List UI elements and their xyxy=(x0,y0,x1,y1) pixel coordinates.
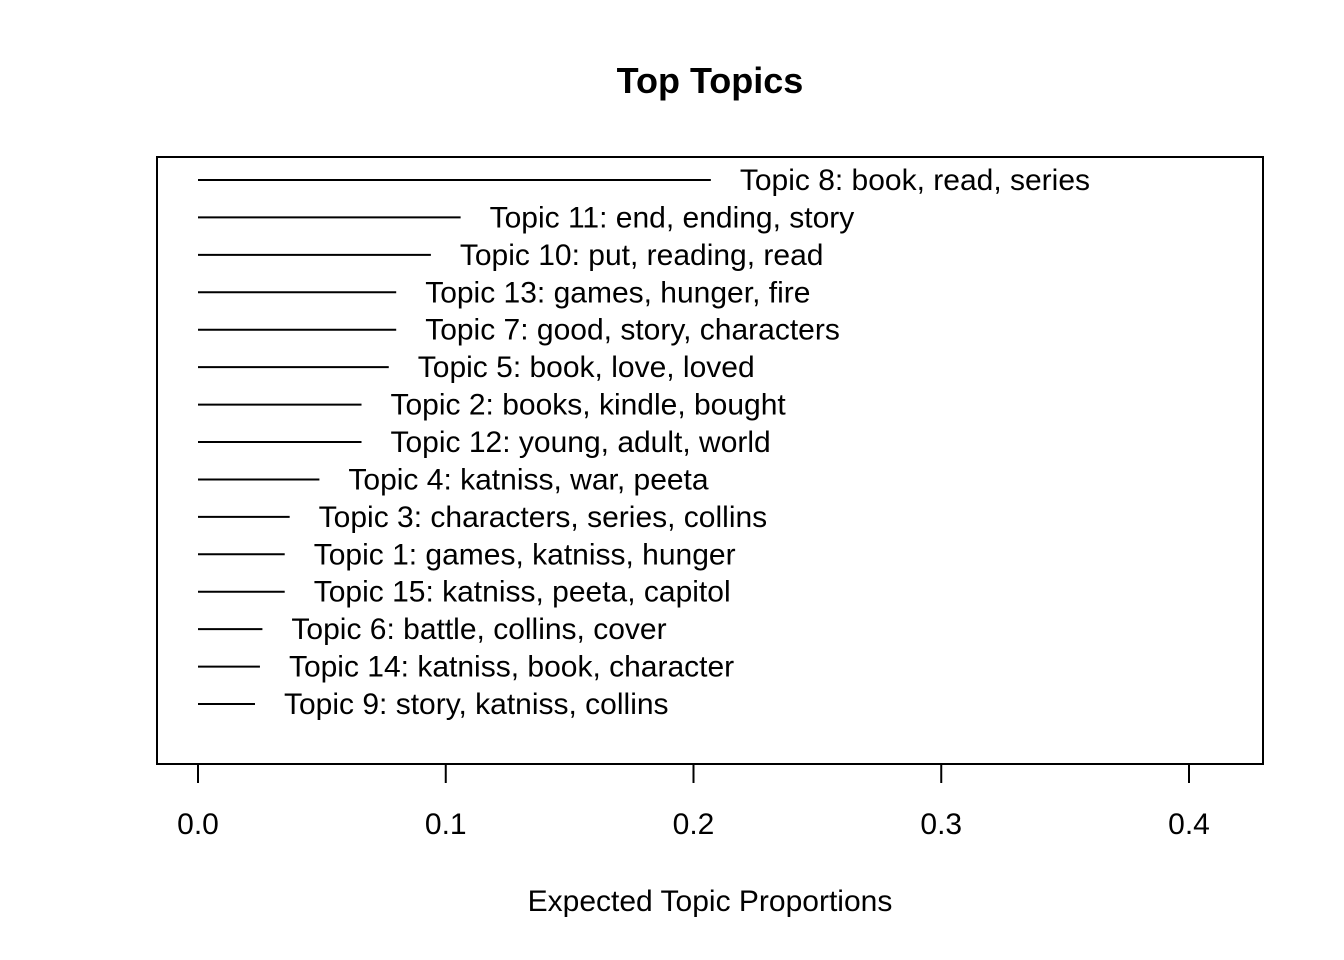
x-tick-label: 0.4 xyxy=(1168,808,1210,841)
topic-label: Topic 1: games, katniss, hunger xyxy=(314,538,736,571)
x-tick-label: 0.3 xyxy=(920,808,962,841)
topic-label: Topic 15: katniss, peeta, capitol xyxy=(314,576,731,609)
x-axis: 0.0 0.1 0.2 0.3 0.4 xyxy=(177,763,1210,841)
topic-bars: Topic 8: book, read, series Topic 11: end… xyxy=(198,164,1090,721)
topic-label: Topic 3: characters, series, collins xyxy=(319,501,768,534)
topic-label: Topic 6: battle, collins, cover xyxy=(291,613,666,646)
topic-label: Topic 8: book, read, series xyxy=(740,164,1090,197)
topic-label: Topic 13: games, hunger, fire xyxy=(425,276,810,309)
topic-label: Topic 2: books, kindle, bought xyxy=(391,389,787,422)
topic-label: Topic 14: katniss, book, character xyxy=(289,651,734,684)
topic-label: Topic 10: put, reading, read xyxy=(460,239,824,272)
topic-label: Topic 9: story, katniss, collins xyxy=(284,688,669,721)
topic-label: Topic 11: end, ending, story xyxy=(490,201,855,234)
topic-label: Topic 7: good, story, characters xyxy=(425,314,840,347)
topic-label: Topic 4: katniss, war, peeta xyxy=(348,463,709,496)
x-tick-label: 0.0 xyxy=(177,808,219,841)
x-axis-label: Expected Topic Proportions xyxy=(528,885,893,918)
x-tick-label: 0.1 xyxy=(425,808,467,841)
chart-title: Top Topics xyxy=(617,60,804,101)
topic-label: Topic 5: book, love, loved xyxy=(418,351,755,384)
topic-label: Topic 12: young, adult, world xyxy=(391,426,771,459)
x-tick-label: 0.2 xyxy=(673,808,715,841)
